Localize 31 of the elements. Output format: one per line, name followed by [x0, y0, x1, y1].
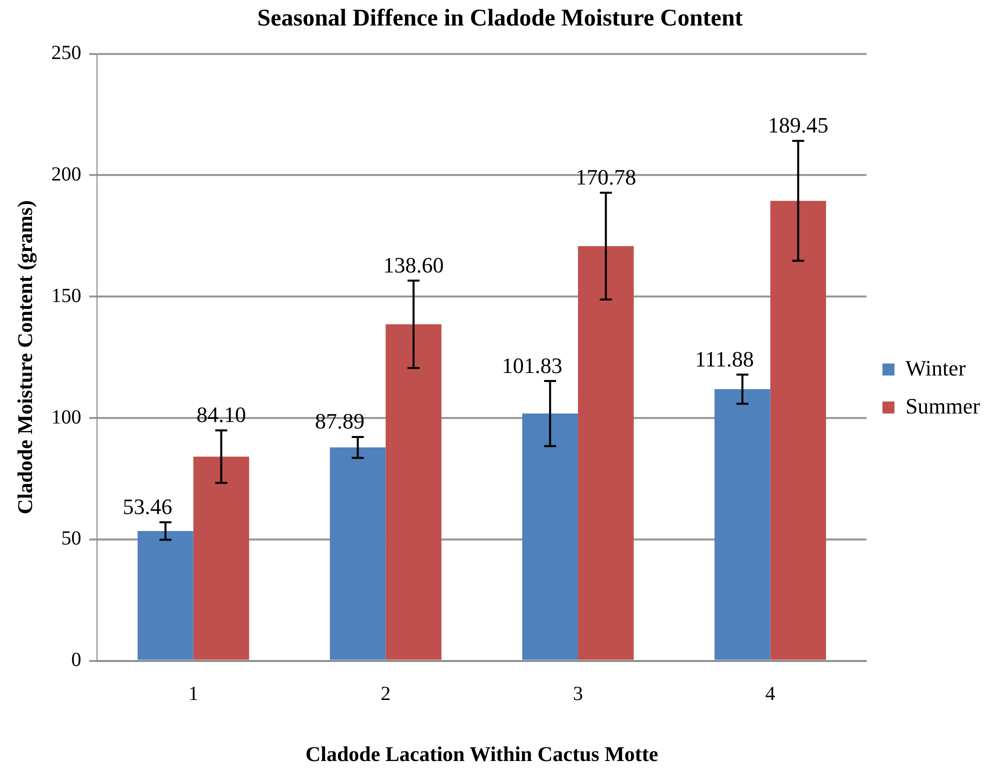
legend-label: Summer — [905, 393, 981, 418]
data-label: 101.83 — [502, 352, 562, 378]
y-tick-label: 0 — [71, 649, 82, 672]
chart-title: Seasonal Diffence in Cladode Moisture Content — [257, 6, 743, 32]
bar — [770, 200, 826, 660]
data-label: 87.89 — [315, 408, 365, 434]
y-tick-label: 200 — [51, 163, 82, 186]
data-label: 138.60 — [383, 252, 444, 278]
bar — [522, 414, 578, 660]
x-axis-title: Cladode Lacation Within Cactus Motte — [305, 742, 658, 766]
x-tick-label: 4 — [765, 683, 776, 706]
x-tick-label: 3 — [572, 683, 583, 706]
x-tick-label: 1 — [188, 683, 198, 706]
y-tick-label: 250 — [51, 42, 82, 64]
y-axis-title: Cladode Moisture Content (grams) — [13, 200, 38, 514]
data-label: 53.46 — [122, 494, 172, 520]
data-label: 84.10 — [196, 402, 246, 428]
y-tick-label: 150 — [51, 284, 82, 307]
y-tick-label: 50 — [61, 528, 82, 550]
bar — [578, 246, 634, 660]
bar — [330, 447, 386, 660]
bar — [138, 531, 194, 660]
data-label: 170.78 — [576, 164, 636, 190]
bar — [193, 456, 250, 660]
legend-label: Winter — [905, 355, 966, 380]
y-tick-label: 100 — [51, 406, 82, 428]
bar — [714, 389, 770, 660]
x-tick-label: 2 — [380, 683, 391, 706]
bar — [386, 324, 442, 660]
data-label: 111.88 — [694, 346, 754, 372]
data-label: 189.45 — [768, 112, 828, 138]
